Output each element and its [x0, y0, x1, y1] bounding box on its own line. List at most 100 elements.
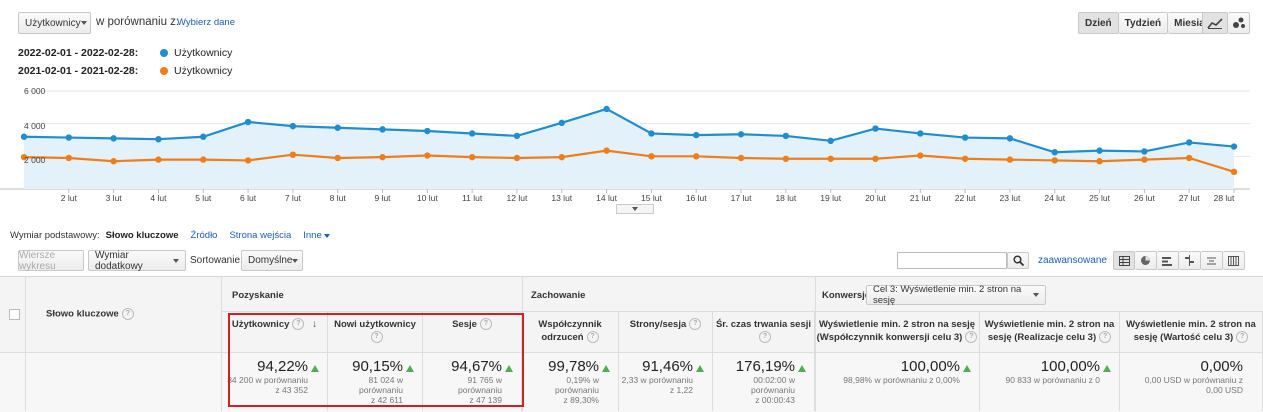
data-point [334, 124, 341, 131]
data-point [155, 156, 162, 163]
total-value: 100,00% [900, 358, 960, 375]
period-week-button[interactable]: Tydzień [1118, 12, 1169, 34]
comparison-text: z 47 139 [469, 395, 502, 405]
series-area [24, 108, 1234, 189]
arrow-up-icon [505, 364, 513, 372]
x-tick-label: 24 lut [1044, 193, 1066, 203]
metric-select-label: Użytkownicy [25, 17, 81, 29]
arrow-up-icon [696, 364, 704, 372]
data-point [379, 126, 386, 133]
metric-select[interactable]: Użytkownicy [18, 12, 91, 34]
total-value: 0,00% [1200, 358, 1243, 375]
data-point [558, 119, 565, 127]
dimension-landing-link[interactable]: Strona wejścia [229, 230, 292, 241]
goal-select[interactable]: Cel 3: Wyświetlenie min. 2 stron na sesj… [866, 284, 1046, 306]
chevron-down-icon [632, 207, 638, 211]
help-icon[interactable]: ? [689, 318, 702, 331]
sort-select[interactable]: Domyślne [241, 250, 303, 271]
performance-view-button[interactable] [1157, 251, 1179, 270]
bars-icon [1162, 256, 1172, 266]
series-line [23, 107, 1235, 154]
data-point [200, 156, 207, 163]
dimension-label: Wymiar podstawowy: [10, 230, 100, 241]
help-icon[interactable]: ? [965, 331, 978, 344]
legend-row-current: 2022-02-01 - 2022-02-28: Użytkownicy [18, 47, 232, 59]
data-point [737, 131, 745, 138]
column-header[interactable]: Sesje? [423, 312, 522, 352]
keyword-header[interactable]: Słowo kluczowe? [46, 308, 134, 320]
x-tick-label: 6 lut [240, 193, 257, 203]
help-icon[interactable]: ? [121, 308, 134, 320]
data-point [603, 105, 610, 113]
data-point [603, 147, 610, 154]
data-point [424, 152, 431, 159]
group-acquisition-header: Pozyskanie [232, 290, 284, 301]
search-input[interactable] [897, 252, 1007, 269]
help-icon[interactable]: ? [370, 331, 383, 344]
data-point [782, 132, 790, 140]
column-header[interactable]: Wyświetlenie min. 2 stron na sesję (Warto… [1120, 312, 1263, 352]
help-icon[interactable]: ? [586, 331, 599, 344]
dimension-active[interactable]: Słowo kluczowe [105, 230, 179, 241]
total-value: 176,19% [735, 358, 795, 375]
column-header[interactable]: Strony/sesja? [619, 312, 713, 352]
data-point [872, 155, 879, 162]
comparison-text: 0,00 USD [1206, 385, 1243, 395]
x-tick-label: 20 lut [865, 193, 886, 203]
chevron-down-icon [292, 258, 299, 263]
column-header[interactable]: Nowi użytkownicy? [328, 312, 423, 352]
comparison-icon [1185, 255, 1194, 266]
grid-icon [1118, 255, 1130, 266]
data-point [782, 155, 790, 162]
period-day-button[interactable]: Dzień [1078, 12, 1119, 34]
sort-label: Sortowanie: [190, 255, 243, 266]
choose-data-link[interactable]: Wybierz dane [177, 17, 235, 28]
dimension-source-link[interactable]: Źródło [190, 230, 218, 241]
column-header[interactable]: Użytkownicy? ↓ [222, 312, 328, 352]
help-icon[interactable]: ? [479, 318, 492, 331]
x-tick-label: 4 lut [150, 193, 167, 203]
comparison-text: z 42 611 [371, 395, 403, 405]
line-chart-button[interactable] [1202, 12, 1228, 34]
plot-rows-button[interactable]: Wiersze wykresu [18, 250, 84, 272]
advanced-filter-link[interactable]: zaawansowane [1038, 255, 1107, 266]
select-all-checkbox[interactable] [9, 309, 20, 320]
data-point [200, 133, 207, 140]
motion-chart-button[interactable] [1228, 12, 1250, 34]
column-header[interactable]: Wyświetlenie min. 2 stron na sesję (Współ… [815, 312, 980, 352]
legend-label: Użytkownicy [174, 65, 233, 77]
help-icon[interactable]: ? [292, 318, 305, 331]
data-point [379, 153, 386, 161]
search-icon [1012, 255, 1024, 266]
legend-dot [160, 49, 168, 57]
pivot-view-button[interactable] [1223, 251, 1245, 270]
chart-resize-handle[interactable] [616, 204, 654, 214]
data-point [961, 155, 969, 162]
x-tick-label: 19 lut [820, 193, 842, 203]
totals-row [0, 352, 1263, 412]
pie-view-button[interactable] [1135, 251, 1157, 270]
total-value: 90,15% [352, 358, 403, 375]
data-point [244, 157, 252, 164]
column-header[interactable]: Współczynnik odrzuceń? [522, 312, 619, 352]
data-point [827, 137, 834, 145]
data-point [1051, 149, 1058, 156]
help-icon[interactable]: ? [1236, 331, 1249, 344]
dimension-more-link[interactable]: Inne [303, 230, 331, 241]
data-point [648, 153, 655, 160]
total-value: 91,46% [642, 358, 693, 375]
data-point [289, 151, 297, 158]
total-cell: 99,78% 0,19% w porównaniu z 89,30% [522, 353, 619, 411]
comparison-view-button[interactable] [1179, 251, 1201, 270]
help-icon[interactable]: ? [1099, 331, 1112, 344]
keyword-column: Słowo kluczowe? [26, 277, 222, 411]
secondary-dimension-select[interactable]: Wymiar dodatkowy [88, 250, 186, 272]
help-icon[interactable]: ? [759, 331, 771, 344]
search-button[interactable] [1007, 252, 1029, 269]
column-header[interactable]: Śr. czas trwania sesji? [713, 312, 815, 352]
data-point [1230, 143, 1238, 150]
table-view-button[interactable] [1113, 251, 1135, 270]
column-header[interactable]: Wyświetlenie min. 2 stron na sesję (Reali… [980, 312, 1120, 352]
term-cloud-button[interactable] [1201, 251, 1223, 270]
x-tick-label: 23 lut [999, 193, 1021, 203]
